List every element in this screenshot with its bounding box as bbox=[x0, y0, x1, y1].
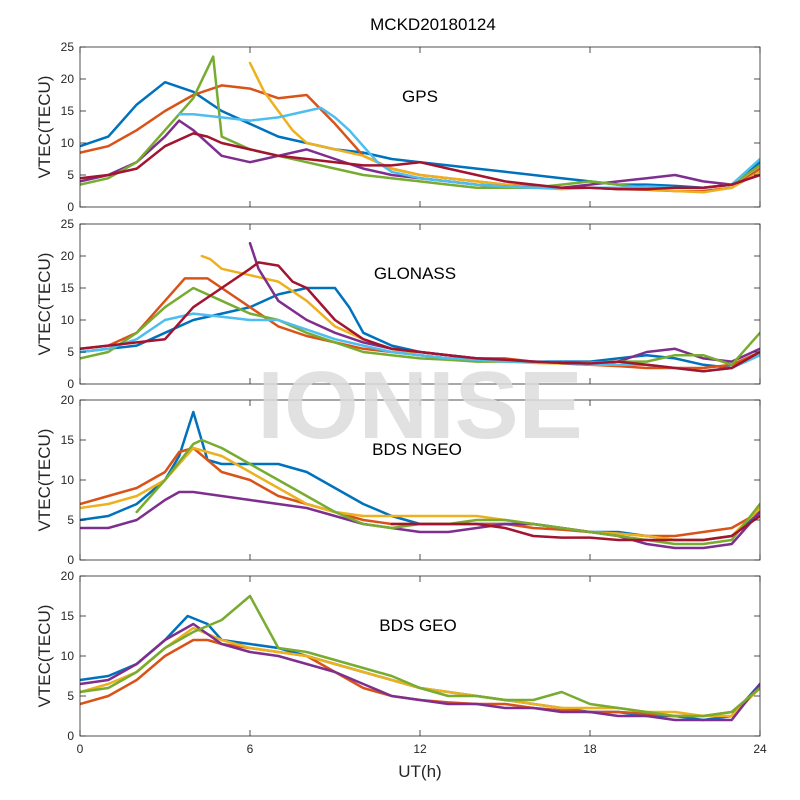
y-tick-label: 5 bbox=[67, 689, 74, 703]
y-tick-label: 5 bbox=[67, 345, 74, 359]
series-line-7 bbox=[80, 261, 760, 373]
panels: 0 5 10 15 20 25 GPS VTEC(TECU) 0 5 10 15 20 25 GLONASS… bbox=[35, 40, 767, 756]
x-tick-label: 24 bbox=[753, 742, 767, 756]
y-axis-label: VTEC(TECU) bbox=[35, 253, 54, 356]
series-line-4 bbox=[80, 490, 760, 550]
watermark: IONISE bbox=[257, 352, 582, 459]
series-group bbox=[80, 594, 760, 722]
series-line-1 bbox=[80, 286, 760, 370]
x-tick-label: 6 bbox=[247, 742, 254, 756]
y-tick-label: 25 bbox=[61, 217, 75, 231]
panel-bds-geo: 0 6 12 18 24 0 5 10 15 20 BDS GEO VTEC(TECU) bbox=[35, 569, 767, 756]
y-axis-label: VTEC(TECU) bbox=[35, 429, 54, 532]
y-tick-label: 20 bbox=[61, 249, 75, 263]
x-tick-label: 18 bbox=[583, 742, 597, 756]
panel-bds-ngeo: 0 5 10 15 20 BDS NGEO VTEC(TECU) bbox=[35, 393, 761, 567]
y-axis-label: VTEC(TECU) bbox=[35, 76, 54, 179]
y-tick-label: 15 bbox=[61, 281, 75, 295]
panel-title: BDS NGEO bbox=[372, 440, 462, 459]
x-tick-label: 0 bbox=[77, 742, 84, 756]
series-group bbox=[80, 410, 760, 550]
plot-area bbox=[80, 400, 760, 560]
plot-area bbox=[80, 47, 760, 207]
figure-title: MCKD20180124 bbox=[370, 15, 496, 34]
series-line-3 bbox=[248, 61, 760, 194]
y-tick-label: 5 bbox=[67, 513, 74, 527]
series-line-6 bbox=[177, 106, 760, 190]
series-group bbox=[80, 241, 760, 373]
y-tick-label: 20 bbox=[61, 393, 75, 407]
series-line-3 bbox=[80, 446, 760, 542]
y-tick-label: 5 bbox=[67, 168, 74, 182]
series-line-4 bbox=[80, 119, 760, 190]
series-line-7 bbox=[80, 132, 760, 191]
panel-glonass: 0 5 10 15 20 25 GLONASS VTEC(TECU) bbox=[35, 217, 761, 391]
series-group bbox=[80, 55, 760, 194]
y-tick-label: 10 bbox=[61, 136, 75, 150]
y-tick-label: 10 bbox=[61, 313, 75, 327]
y-tick-label: 15 bbox=[61, 433, 75, 447]
y-tick-label: 0 bbox=[67, 729, 74, 743]
y-tick-label: 15 bbox=[61, 104, 75, 118]
panel-title: GLONASS bbox=[374, 264, 456, 283]
x-tick-label: 12 bbox=[413, 742, 427, 756]
y-tick-label: 25 bbox=[61, 40, 75, 54]
y-tick-label: 0 bbox=[67, 553, 74, 567]
y-tick-label: 0 bbox=[67, 200, 74, 214]
panel-gps: 0 5 10 15 20 25 GPS VTEC(TECU) bbox=[35, 40, 761, 214]
plot-area bbox=[80, 576, 760, 736]
panel-title: BDS GEO bbox=[379, 616, 456, 635]
y-tick-label: 20 bbox=[61, 569, 75, 583]
series-line-4 bbox=[80, 622, 760, 722]
series-line-5 bbox=[80, 286, 760, 367]
y-tick-label: 0 bbox=[67, 377, 74, 391]
y-tick-label: 10 bbox=[61, 649, 75, 663]
y-tick-label: 15 bbox=[61, 609, 75, 623]
series-line-6 bbox=[390, 514, 760, 542]
y-tick-label: 20 bbox=[61, 72, 75, 86]
y-axis-label: VTEC(TECU) bbox=[35, 605, 54, 708]
series-line-5 bbox=[80, 594, 760, 718]
panel-title: GPS bbox=[402, 87, 438, 106]
y-tick-label: 10 bbox=[61, 473, 75, 487]
x-axis-label: UT(h) bbox=[398, 762, 441, 781]
